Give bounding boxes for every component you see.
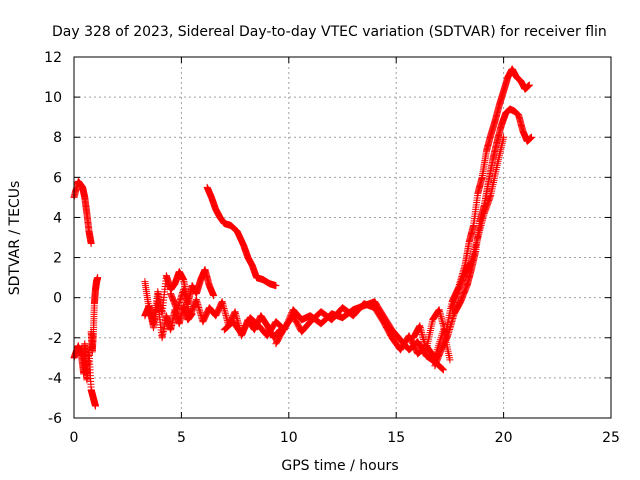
tick-marks — [73, 56, 612, 419]
y-tick-label: -2 — [48, 331, 62, 347]
series-arc-12 — [448, 133, 508, 312]
data-point — [87, 240, 95, 248]
data-point — [446, 356, 454, 364]
series-arc-3 — [87, 274, 102, 356]
chart-title: Day 328 of 2023, Sidereal Day-to-day VTE… — [52, 24, 607, 40]
data-point — [528, 133, 536, 141]
y-tick-label: -4 — [48, 371, 62, 387]
y-tick-label: 8 — [53, 130, 62, 146]
series-arc-7 — [203, 183, 280, 290]
data-point — [438, 365, 446, 373]
y-axis-title: SDTVAR / TECUs — [7, 181, 23, 296]
data-points — [70, 65, 536, 410]
x-tick-label: 10 — [280, 430, 298, 446]
x-tick-label: 15 — [387, 430, 405, 446]
y-tick-label: 12 — [44, 50, 62, 66]
data-point — [439, 365, 447, 373]
y-tick-labels: -6 -4 -2 0 2 4 6 8 10 12 — [44, 50, 62, 427]
series-arc-5 — [141, 298, 196, 342]
grid-lines — [74, 57, 611, 418]
x-tick-label: 25 — [602, 430, 620, 446]
data-point — [439, 366, 447, 374]
data-point — [525, 81, 533, 89]
y-tick-label: 0 — [53, 291, 62, 307]
series-arc-1 — [70, 177, 95, 248]
x-tick-label: 5 — [177, 430, 186, 446]
x-tick-labels: 0 5 10 15 20 25 — [70, 430, 620, 446]
data-point — [210, 292, 218, 300]
x-tick-label: 20 — [495, 430, 513, 446]
data-point — [94, 274, 102, 282]
data-point — [272, 282, 280, 290]
plot-frame — [73, 56, 612, 419]
data-point — [500, 133, 508, 141]
y-tick-label: 4 — [53, 210, 62, 226]
x-tick-label: 0 — [70, 430, 79, 446]
series-arc-10 — [409, 65, 533, 354]
x-axis-title: GPS time / hours — [281, 458, 398, 474]
y-tick-label: 6 — [53, 170, 62, 186]
y-tick-label: 2 — [53, 251, 62, 267]
series-arc-11 — [431, 105, 536, 370]
y-tick-label: -6 — [48, 411, 62, 427]
data-point — [91, 402, 99, 410]
y-tick-label: 10 — [44, 90, 62, 106]
